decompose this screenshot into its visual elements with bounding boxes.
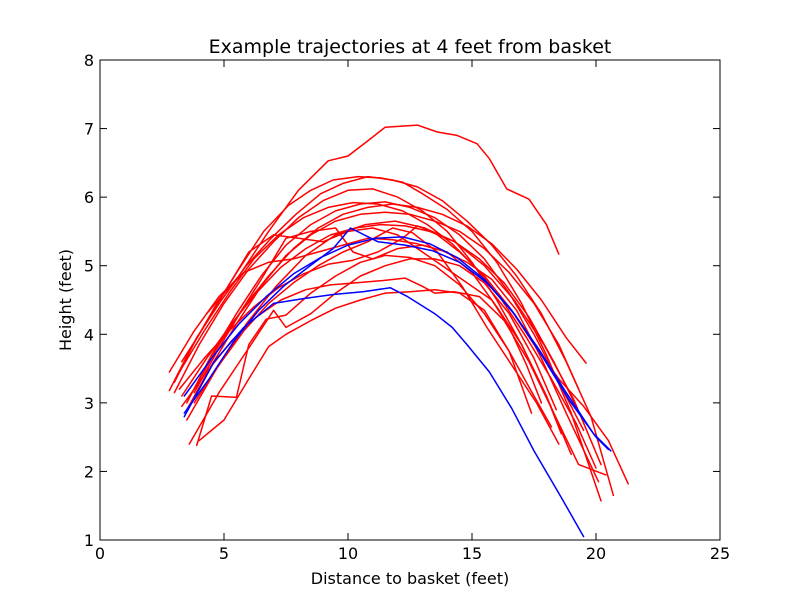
trajectory-line-6 [186, 201, 585, 432]
trajectory-line-4 [173, 175, 615, 497]
trajectory-line-16 [168, 237, 600, 483]
trajectory-line-9 [181, 223, 577, 408]
y-tick-label: 7 [84, 120, 94, 139]
trajectory-line-8 [193, 203, 587, 390]
x-tick-label: 0 [95, 544, 105, 563]
y-tick-label: 6 [84, 188, 94, 207]
trajectory-line-21 [183, 227, 610, 451]
y-tick-label: 2 [84, 462, 94, 481]
trajectory-line-15 [193, 227, 563, 435]
plot-frame [99, 59, 721, 541]
y-tick-label: 8 [84, 51, 94, 70]
trajectory-line-12 [195, 254, 553, 447]
trajectory-line-7 [186, 211, 580, 411]
x-tick-label: 15 [462, 544, 482, 563]
trajectory-line-3 [173, 188, 572, 456]
trajectory-lines [168, 124, 629, 538]
y-tick-label: 4 [84, 325, 94, 344]
x-tick-label: 25 [710, 544, 730, 563]
x-tick-label: 10 [338, 544, 358, 563]
y-tick-label: 3 [84, 394, 94, 413]
x-tick-label: 5 [219, 544, 229, 563]
trajectory-line-1 [205, 124, 560, 315]
trajectory-line-13 [198, 288, 533, 442]
y-tick-label: 5 [84, 257, 94, 276]
trajectory-line-5 [178, 201, 597, 469]
chart-title: Example trajectories at 4 feet from bask… [209, 36, 612, 58]
y-tick-label: 1 [84, 531, 94, 550]
trajectory-line-11 [188, 258, 558, 445]
x-axis-label: Distance to basket (feet) [311, 569, 509, 588]
trajectory-line-20 [183, 236, 612, 452]
y-axis-label: Height (feet) [56, 249, 75, 351]
x-tick-label: 20 [586, 544, 606, 563]
trajectory-line-10 [186, 220, 602, 466]
trajectory-line-22 [183, 286, 585, 538]
